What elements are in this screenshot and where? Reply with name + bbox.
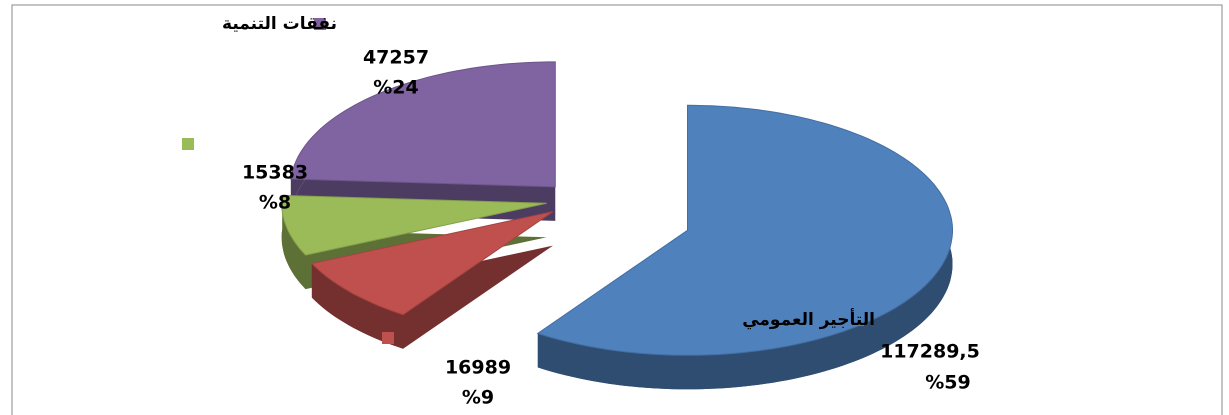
slice bbox=[281, 194, 547, 256]
category-label: نفقات التنمية bbox=[222, 14, 337, 34]
slice bbox=[536, 104, 953, 356]
value-label: 47257 bbox=[363, 47, 429, 69]
value-label: 15383 bbox=[242, 162, 308, 184]
slice-wall bbox=[281, 195, 306, 290]
value-label: 16989 bbox=[445, 357, 511, 379]
category-label: التأجير العمومي bbox=[742, 308, 875, 330]
percent-label: %59 bbox=[925, 372, 970, 394]
legend-swatch bbox=[314, 18, 326, 30]
legend-swatch bbox=[382, 332, 394, 344]
legend-swatch bbox=[852, 314, 864, 326]
slice bbox=[310, 211, 554, 316]
slice-wall bbox=[537, 105, 953, 390]
percent-label: %24 bbox=[373, 77, 418, 99]
legend-swatch bbox=[182, 138, 194, 150]
value-label: 117289,5 bbox=[880, 341, 980, 363]
slice bbox=[290, 61, 556, 188]
frame bbox=[11, 4, 1223, 415]
percent-label: %9 bbox=[462, 387, 494, 409]
slice-wall bbox=[311, 263, 404, 349]
percent-label: %8 bbox=[259, 192, 291, 214]
